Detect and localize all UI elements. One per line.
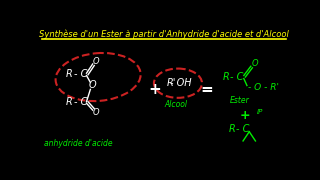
Text: O: O [252, 59, 258, 68]
Text: - C: - C [236, 124, 250, 134]
Text: +: + [240, 109, 251, 122]
Text: - C: - C [74, 97, 87, 107]
Text: - O - R': - O - R' [248, 83, 279, 92]
Text: Synthèse d'un Ester à partir d'Anhydride d'acide et d'Alcool: Synthèse d'un Ester à partir d'Anhydride… [39, 29, 289, 39]
Text: R: R [229, 124, 236, 134]
Text: O: O [89, 80, 97, 90]
Text: - C: - C [230, 72, 244, 82]
Text: Alcool: Alcool [164, 100, 187, 109]
Text: =: = [200, 82, 213, 97]
Text: anhydride d'acide: anhydride d'acide [44, 139, 113, 148]
Text: - OH: - OH [170, 78, 192, 88]
Text: Ester: Ester [230, 96, 250, 105]
Text: IP: IP [257, 109, 263, 115]
Text: +: + [148, 82, 161, 97]
Text: R: R [223, 72, 229, 82]
Text: R': R' [167, 78, 176, 88]
Text: - C: - C [74, 69, 87, 79]
Text: O: O [92, 108, 99, 117]
Text: O: O [92, 57, 99, 66]
Text: R: R [66, 97, 73, 107]
Text: R: R [66, 69, 73, 79]
